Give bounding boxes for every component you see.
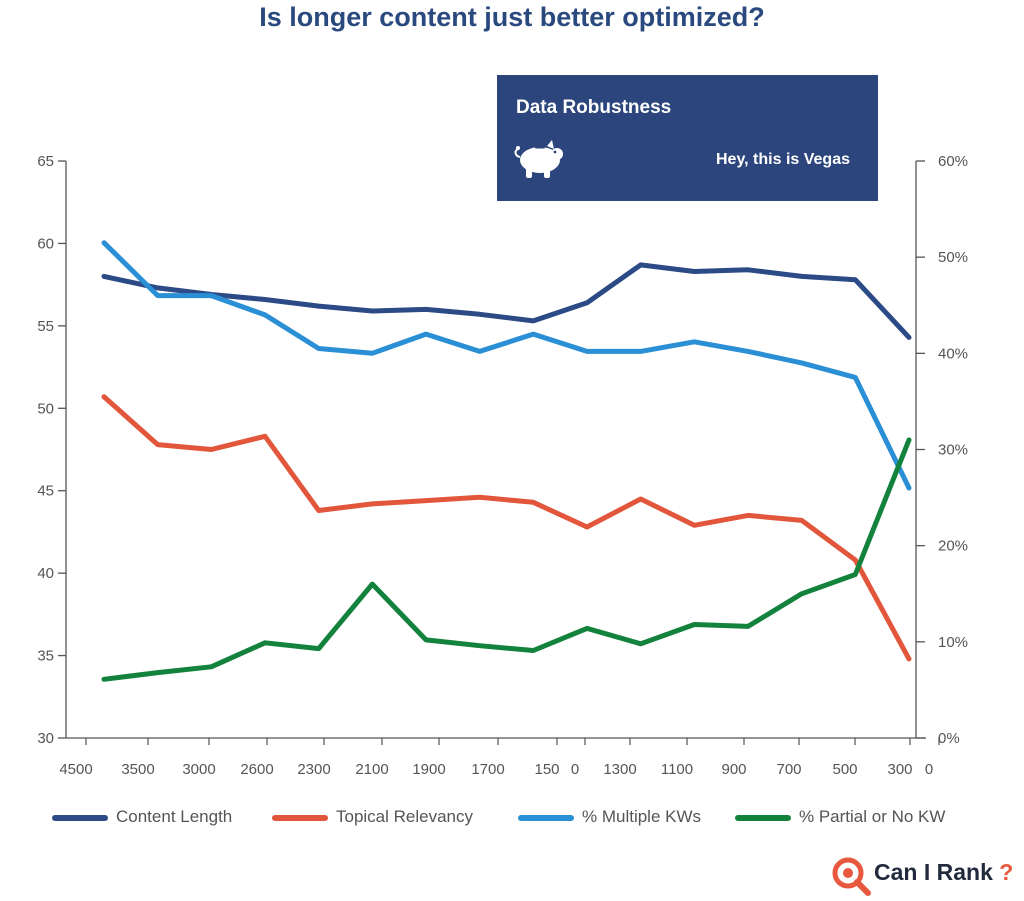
- x-tick-label: 500: [832, 761, 857, 778]
- data-robustness-panel: Data Robustness Hey, this is Vegas: [497, 75, 878, 201]
- x-tick-label: 2300: [297, 761, 330, 778]
- logo-text: Can I Rank ?: [874, 859, 1013, 886]
- x-tick-label: 3000: [182, 761, 215, 778]
- y-right-tick-label: 30%: [938, 442, 968, 459]
- legend-swatch: [735, 815, 791, 821]
- x-tick-label: 1900: [412, 761, 445, 778]
- data-robustness-title: Data Robustness: [516, 97, 672, 118]
- series-line-2: [101, 240, 912, 491]
- data-robustness-value: Hey, this is Vegas: [716, 151, 850, 168]
- series-line-0: [101, 262, 912, 340]
- x-tick-label: 4500: [59, 761, 92, 778]
- x-tick-label: 0: [925, 761, 933, 778]
- y-right-tick-label: 20%: [938, 538, 968, 555]
- y-left-tick-label: 45: [37, 483, 54, 500]
- x-tick-label: 700: [776, 761, 801, 778]
- axes: 30 35 40 45 50 55 60 65 0% 10% 20% 30% 40% 50% 60% 4500…: [37, 153, 968, 778]
- y-right-tick-label: 50%: [938, 249, 968, 266]
- legend-label: % Multiple KWs: [582, 807, 702, 826]
- x-tick-label: 1300: [603, 761, 636, 778]
- chart-title: Is longer content just better optimized?: [259, 2, 765, 32]
- legend-swatch: [518, 815, 574, 821]
- series-line-3: [101, 437, 912, 682]
- x-tick-label: 3500: [121, 761, 154, 778]
- x-tick-label: 0: [571, 761, 579, 778]
- legend-swatch: [272, 815, 328, 821]
- y-left-tick-label: 35: [37, 648, 54, 665]
- y-left-tick-label: 65: [37, 153, 54, 170]
- y-left-tick-label: 55: [37, 318, 54, 335]
- series-line-1: [101, 394, 912, 662]
- x-tick-label: 900: [721, 761, 746, 778]
- x-tick-label: 150: [534, 761, 559, 778]
- y-left-tick-label: 60: [37, 235, 54, 252]
- series-lines: [101, 240, 912, 682]
- x-tick-label: 2600: [240, 761, 273, 778]
- legend-label: % Partial or No KW: [799, 807, 946, 826]
- x-tick-label: 1100: [661, 761, 693, 778]
- legend-swatch: [52, 815, 108, 821]
- y-left-tick-label: 50: [37, 400, 54, 417]
- y-right-tick-label: 10%: [938, 634, 968, 651]
- x-tick-label: 2100: [355, 761, 388, 778]
- y-right-tick-label: 40%: [938, 345, 968, 362]
- y-left-tick-label: 40: [37, 565, 54, 582]
- logo-name: Can I Rank: [874, 859, 993, 885]
- x-tick-label: 300: [887, 761, 912, 778]
- logo-mark: ?: [999, 859, 1014, 885]
- magnifier-icon: [832, 857, 871, 896]
- piggy-bank-icon: [514, 140, 563, 178]
- y-left-tick-label: 30: [37, 730, 54, 747]
- y-right-tick-label: 60%: [938, 153, 968, 170]
- legend-label: Topical Relevancy: [336, 807, 474, 826]
- x-tick-label: 1700: [471, 761, 504, 778]
- legend-label: Content Length: [116, 807, 233, 826]
- y-right-tick-label: 0%: [938, 730, 960, 747]
